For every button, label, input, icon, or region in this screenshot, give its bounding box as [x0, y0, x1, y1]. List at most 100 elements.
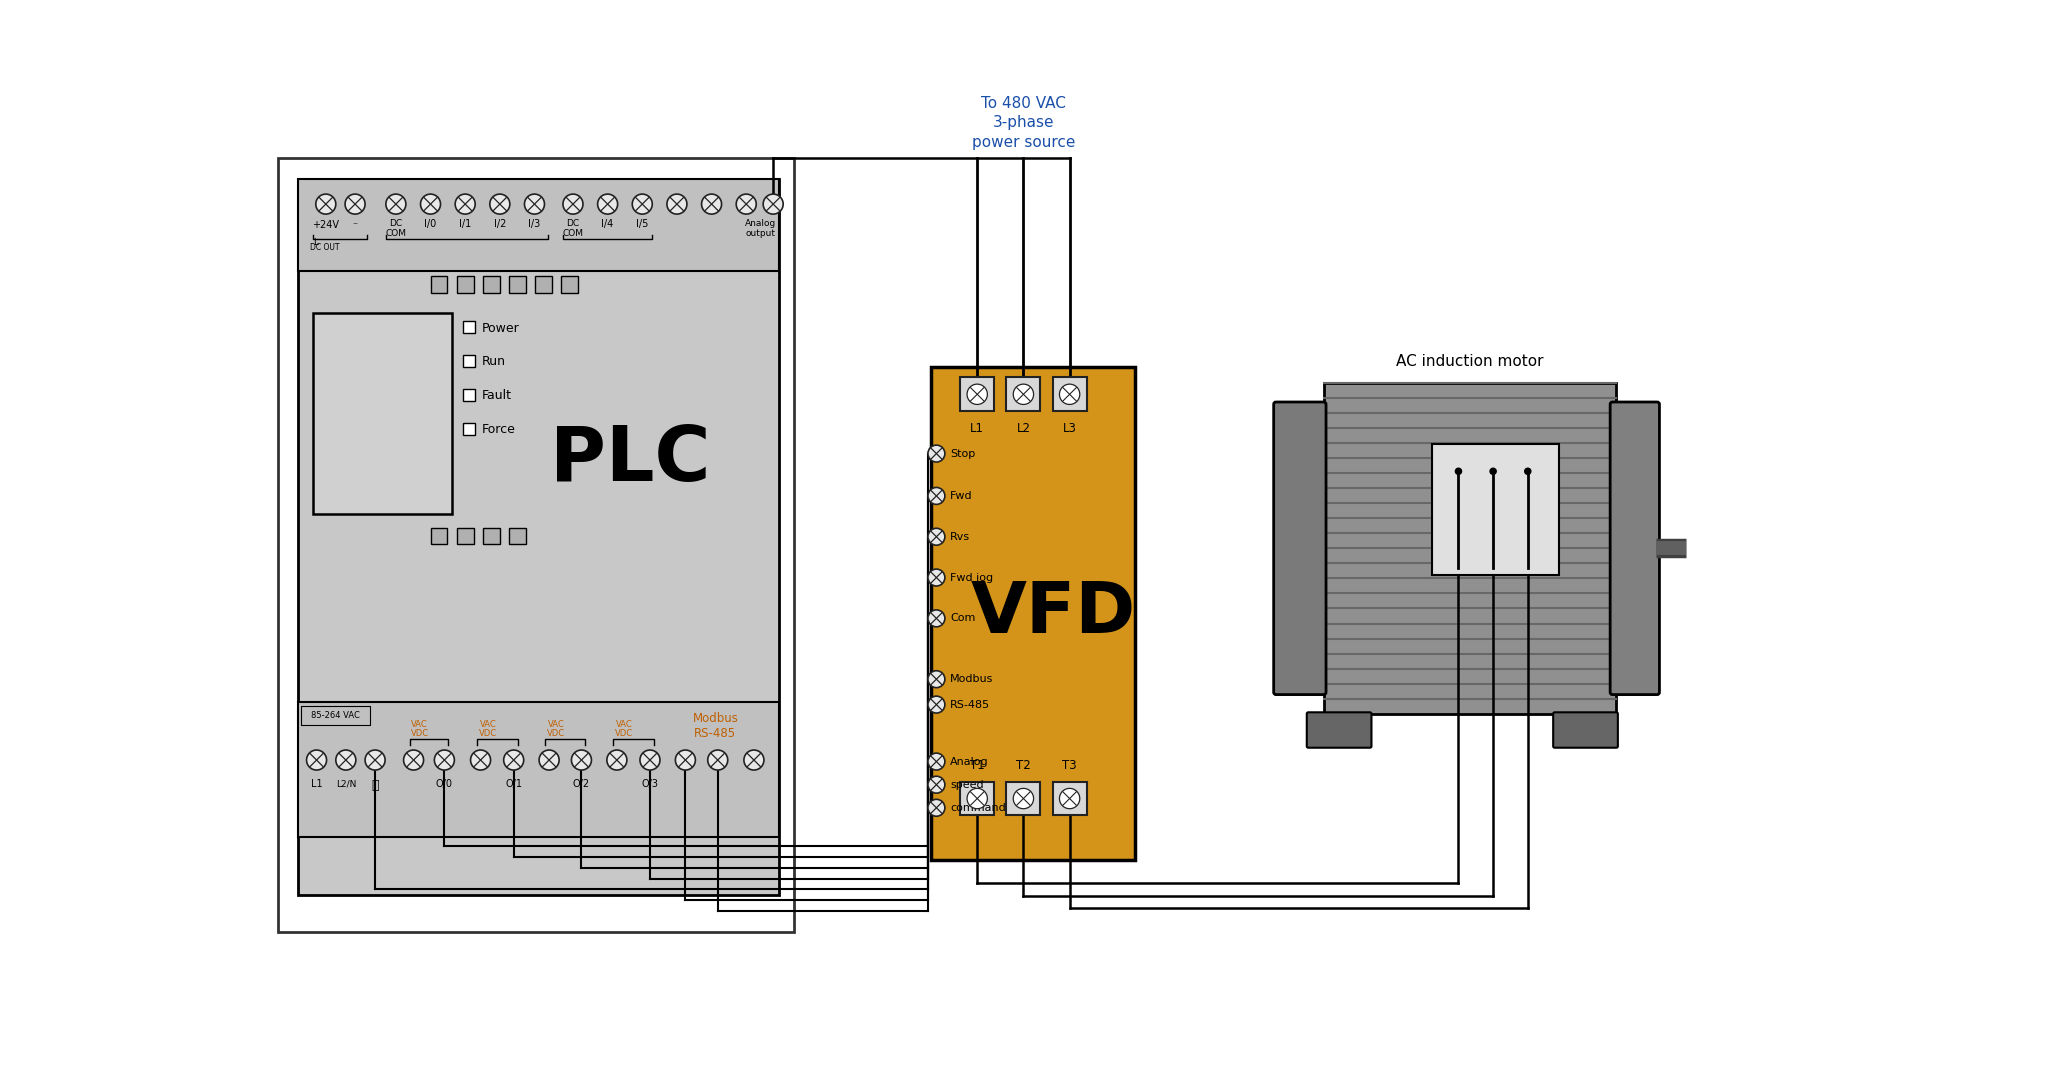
Text: ⁻: ⁻: [352, 221, 358, 232]
Text: Fault: Fault: [481, 389, 512, 402]
Text: VAC
VDC: VAC VDC: [614, 720, 633, 739]
Circle shape: [1059, 384, 1079, 404]
Text: Force: Force: [481, 423, 516, 436]
Circle shape: [764, 194, 782, 214]
FancyBboxPatch shape: [1323, 383, 1616, 714]
Text: PLC: PLC: [551, 422, 711, 496]
Text: VAC
VDC: VAC VDC: [412, 720, 428, 739]
FancyBboxPatch shape: [561, 277, 578, 294]
Text: VAC
VDC: VAC VDC: [547, 720, 565, 739]
Text: Fwd: Fwd: [950, 491, 973, 501]
Text: T2: T2: [1016, 759, 1030, 772]
Circle shape: [539, 750, 559, 770]
Circle shape: [735, 194, 756, 214]
Text: L2/N: L2/N: [336, 779, 356, 788]
Text: AC induction motor: AC induction motor: [1397, 354, 1544, 369]
Text: Analog
output: Analog output: [745, 220, 776, 238]
FancyBboxPatch shape: [483, 527, 500, 545]
FancyBboxPatch shape: [1053, 377, 1087, 412]
Circle shape: [563, 194, 584, 214]
FancyBboxPatch shape: [463, 355, 475, 368]
Text: L3: L3: [1063, 422, 1077, 435]
Circle shape: [967, 384, 987, 404]
FancyBboxPatch shape: [313, 313, 453, 513]
Text: I/5: I/5: [637, 220, 649, 229]
Text: DC
COM: DC COM: [385, 220, 406, 238]
Circle shape: [928, 754, 944, 770]
Text: L2: L2: [1016, 422, 1030, 435]
FancyBboxPatch shape: [510, 527, 526, 545]
Text: command: command: [950, 803, 1006, 813]
Circle shape: [420, 194, 440, 214]
FancyBboxPatch shape: [535, 277, 553, 294]
FancyBboxPatch shape: [1006, 377, 1040, 412]
Text: DC OUT: DC OUT: [309, 242, 340, 252]
Circle shape: [365, 750, 385, 770]
FancyBboxPatch shape: [483, 277, 500, 294]
Circle shape: [928, 488, 944, 505]
Circle shape: [967, 788, 987, 808]
Circle shape: [571, 750, 592, 770]
FancyBboxPatch shape: [279, 158, 795, 932]
Circle shape: [1014, 384, 1034, 404]
Circle shape: [434, 750, 455, 770]
FancyBboxPatch shape: [463, 322, 475, 333]
FancyBboxPatch shape: [299, 179, 780, 895]
Text: Analog: Analog: [950, 757, 989, 766]
Text: +24V: +24V: [311, 220, 340, 229]
Text: O/3: O/3: [641, 779, 659, 789]
Circle shape: [709, 750, 727, 770]
Text: RS-485: RS-485: [950, 700, 991, 710]
Circle shape: [702, 194, 721, 214]
FancyBboxPatch shape: [1552, 712, 1618, 748]
Circle shape: [1524, 468, 1530, 475]
Text: T3: T3: [1063, 759, 1077, 772]
Circle shape: [315, 194, 336, 214]
Circle shape: [455, 194, 475, 214]
Text: ⏚: ⏚: [371, 779, 379, 792]
Text: O/2: O/2: [573, 779, 590, 789]
Circle shape: [928, 800, 944, 816]
Text: I/0: I/0: [424, 220, 436, 229]
Circle shape: [1059, 788, 1079, 808]
Text: Rvs: Rvs: [950, 532, 971, 541]
Text: Modbus: Modbus: [950, 674, 993, 684]
Text: Run: Run: [481, 356, 506, 369]
Text: L1: L1: [971, 422, 985, 435]
Circle shape: [598, 194, 618, 214]
Text: VFD: VFD: [971, 579, 1137, 649]
FancyBboxPatch shape: [1274, 402, 1325, 695]
Circle shape: [606, 750, 627, 770]
Circle shape: [743, 750, 764, 770]
Text: Modbus
RS-485: Modbus RS-485: [692, 712, 739, 741]
Circle shape: [676, 750, 696, 770]
FancyBboxPatch shape: [299, 702, 780, 837]
Text: O/1: O/1: [506, 779, 522, 789]
Circle shape: [639, 750, 659, 770]
Circle shape: [336, 750, 356, 770]
Text: 85-264 VAC: 85-264 VAC: [311, 711, 360, 720]
Text: Stop: Stop: [950, 448, 975, 459]
FancyBboxPatch shape: [301, 706, 371, 725]
Circle shape: [471, 750, 492, 770]
Circle shape: [668, 194, 686, 214]
FancyBboxPatch shape: [1610, 402, 1659, 695]
Circle shape: [385, 194, 406, 214]
FancyBboxPatch shape: [463, 389, 475, 401]
Circle shape: [524, 194, 545, 214]
Circle shape: [928, 671, 944, 687]
Text: L: L: [313, 238, 319, 247]
FancyBboxPatch shape: [430, 277, 446, 294]
FancyBboxPatch shape: [299, 179, 780, 271]
FancyBboxPatch shape: [457, 277, 473, 294]
FancyBboxPatch shape: [1432, 444, 1559, 576]
Text: I/1: I/1: [459, 220, 471, 229]
Text: DC
COM: DC COM: [563, 220, 584, 238]
Text: L1: L1: [311, 779, 322, 789]
FancyBboxPatch shape: [510, 277, 526, 294]
Text: Com: Com: [950, 613, 975, 623]
Circle shape: [1491, 468, 1497, 475]
Text: Fwd jog: Fwd jog: [950, 572, 993, 582]
FancyBboxPatch shape: [961, 377, 993, 412]
FancyBboxPatch shape: [961, 781, 993, 816]
